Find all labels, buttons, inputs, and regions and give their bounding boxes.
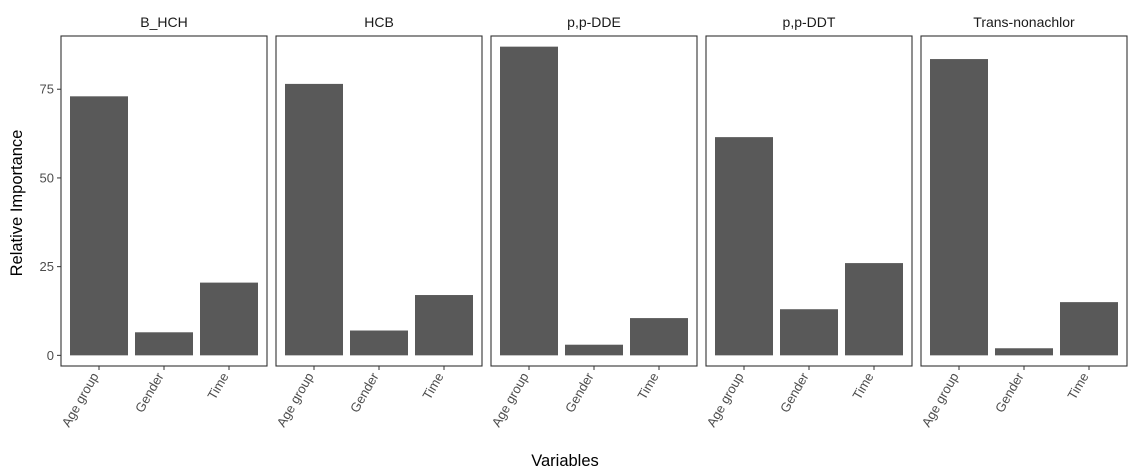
bar — [845, 263, 903, 356]
bar — [135, 332, 193, 356]
y-tick-label: 50 — [40, 170, 54, 185]
x-tick-label: Time — [849, 370, 876, 402]
bar — [70, 96, 128, 356]
x-tick-label: Age group — [919, 370, 962, 429]
facet-panel: p,p-DDE Age group Gender Time — [489, 14, 698, 429]
x-tick-label: Gender — [777, 369, 812, 415]
bar — [565, 344, 623, 356]
x-tick-label: Time — [1064, 370, 1091, 402]
y-tick-label: 75 — [40, 82, 54, 97]
facet-panel: HCB Age group Gender Time — [274, 14, 483, 429]
x-tick-label: Time — [204, 370, 231, 402]
x-tick-label: Gender — [992, 369, 1027, 415]
x-tick-label: Time — [634, 370, 661, 402]
y-axis: 0 25 50 75 — [40, 82, 61, 363]
bar — [930, 59, 988, 356]
y-tick-label: 25 — [40, 259, 54, 274]
x-tick-label: Age group — [274, 370, 317, 429]
x-tick-label: Gender — [347, 369, 382, 415]
y-tick-label: 0 — [47, 348, 54, 363]
facet-title: p,p-DDT — [783, 14, 836, 30]
x-tick-label: Age group — [489, 370, 532, 429]
bar — [350, 330, 408, 356]
facet-panel: p,p-DDT Age group Gender Time — [704, 14, 913, 429]
panels-layer: B_HCH Age group Gender Time HCB Age group Gend… — [59, 14, 1128, 429]
x-axis-title: Variables — [531, 452, 599, 468]
bar — [780, 309, 838, 356]
facet-title: Trans-nonachlor — [973, 14, 1075, 30]
x-tick-label: Age group — [704, 370, 747, 429]
bar — [995, 348, 1053, 356]
x-tick-label: Age group — [59, 370, 102, 429]
facet-title: B_HCH — [140, 14, 187, 30]
bar — [1060, 302, 1118, 356]
x-tick-label: Gender — [132, 369, 167, 415]
bar — [715, 137, 773, 356]
bar — [200, 282, 258, 356]
x-tick-label: Time — [419, 370, 446, 402]
facet-title: HCB — [364, 14, 394, 30]
bar — [285, 83, 343, 356]
bar — [630, 318, 688, 356]
bar — [415, 295, 473, 356]
y-axis-title: Relative Importance — [8, 130, 26, 277]
facet-panel: B_HCH Age group Gender Time — [59, 14, 268, 429]
x-tick-label: Gender — [562, 369, 597, 415]
bar — [500, 46, 558, 356]
facet-title: p,p-DDE — [567, 14, 621, 30]
facet-panel: Trans-nonachlor Age group Gender Time — [919, 14, 1128, 429]
